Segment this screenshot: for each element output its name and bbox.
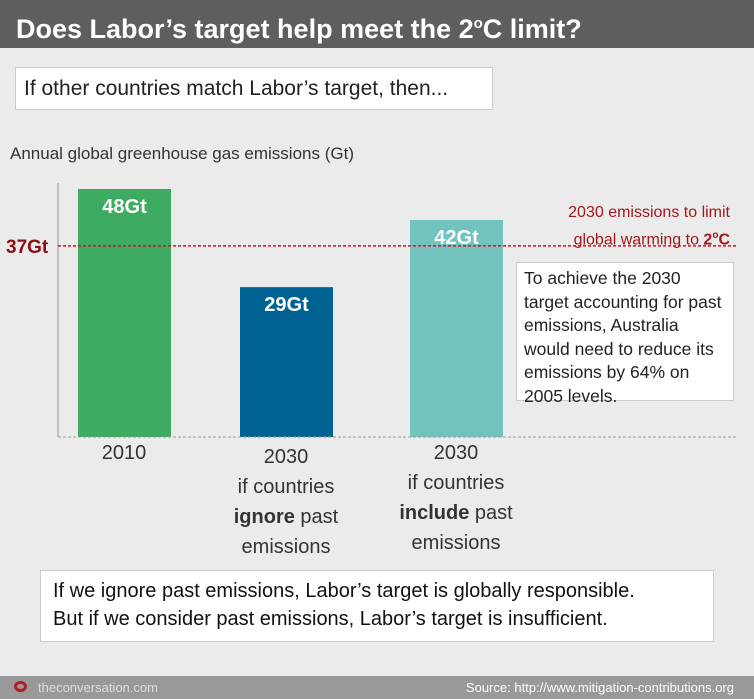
x-tick-label-2010: 2010 <box>101 442 147 464</box>
conclusion-box: If we ignore past emissions, Labor’s tar… <box>40 570 714 642</box>
x-tick-label-2030-include: 2030 if countries include past emissions <box>399 442 513 554</box>
reference-line-annotation: 2030 emissions to limit global warming t… <box>568 204 730 249</box>
speech-bubble-logo-icon <box>14 681 27 692</box>
subtitle-box: If other countries match Labor’s target,… <box>15 67 493 110</box>
bar-2 <box>410 220 503 437</box>
page-title: Does Labor’s target help meet the 2oC li… <box>0 0 754 48</box>
brand-link[interactable]: theconversation.com <box>38 680 158 695</box>
note-box: To achieve the 2030 target accounting fo… <box>516 262 734 406</box>
bar-1 <box>240 287 333 437</box>
source-text: Source: http://www.mitigation-contributi… <box>465 680 734 695</box>
y-axis-label: Annual global greenhouse gas emissions (… <box>10 144 354 163</box>
bar-value-label-1: 29Gt <box>264 294 309 316</box>
bar-value-label-0: 48Gt <box>102 196 147 218</box>
reference-line-label: 37Gt <box>6 237 49 258</box>
x-tick-label-2030-ignore: 2030 if countries ignore past emissions <box>233 446 339 558</box>
footer: theconversation.com Source: http://www.m… <box>0 676 754 699</box>
bar-0 <box>78 189 171 437</box>
bar-value-label-2: 42Gt <box>434 227 479 249</box>
